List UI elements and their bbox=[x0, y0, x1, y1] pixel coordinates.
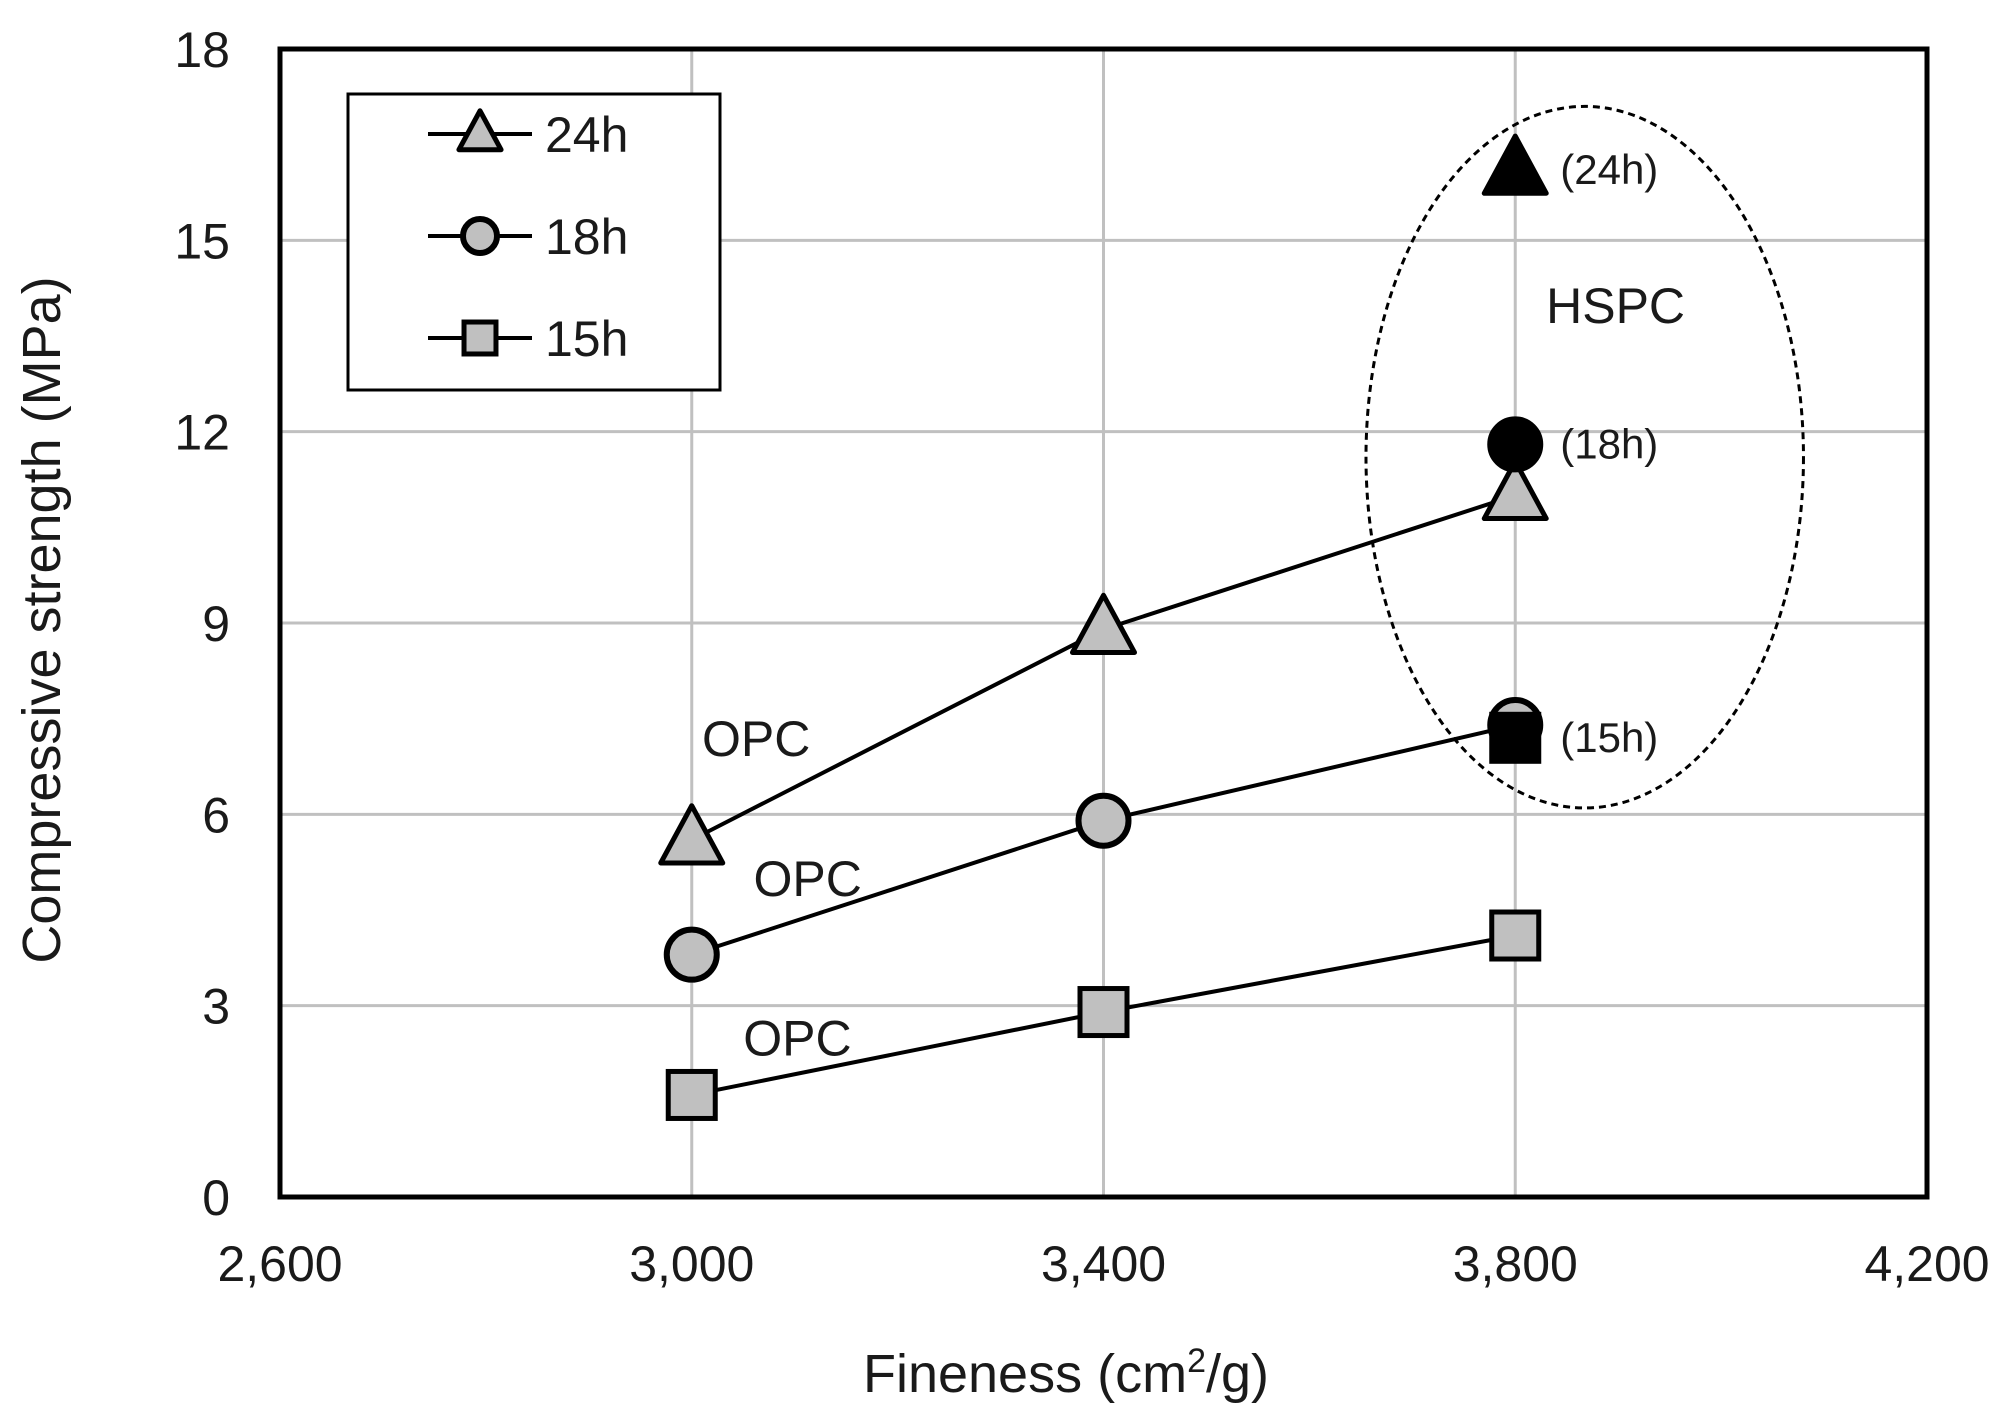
data-point-15h bbox=[665, 1068, 718, 1121]
hspc-region: HSPC bbox=[1364, 104, 1805, 810]
x-tick-label: 2,600 bbox=[217, 1236, 342, 1292]
y-tick-label: 0 bbox=[202, 1170, 230, 1226]
y-tick-label: 12 bbox=[174, 405, 230, 461]
opc-annotation: OPC bbox=[702, 711, 810, 767]
y-tick-label: 9 bbox=[202, 596, 230, 652]
y-tick-label: 6 bbox=[202, 787, 230, 843]
x-tick-label: 4,200 bbox=[1864, 1236, 1989, 1292]
annotations: OPC OPC OPC bbox=[702, 711, 862, 1067]
hspc-point-circle bbox=[1487, 416, 1544, 473]
legend-marker-15h bbox=[461, 319, 499, 357]
x-tick-label: 3,800 bbox=[1453, 1236, 1578, 1292]
x-tick-labels: 2,600 3,000 3,400 3,800 4,200 bbox=[217, 1236, 1989, 1292]
y-tick-label: 18 bbox=[174, 22, 230, 78]
hspc-ellipse bbox=[1364, 104, 1805, 810]
hspc-point-label: (24h) bbox=[1560, 146, 1658, 193]
data-point-24h bbox=[1070, 592, 1137, 655]
y-tick-label: 15 bbox=[174, 213, 230, 269]
y-tick-label: 3 bbox=[202, 979, 230, 1035]
series-layer bbox=[658, 458, 1549, 1121]
y-axis-title: Compressive strength (MPa) bbox=[12, 276, 72, 963]
x-axis-title-main: Fineness (cm bbox=[863, 1344, 1187, 1404]
x-tick-label: 3,400 bbox=[1041, 1236, 1166, 1292]
y-tick-labels: 0 3 6 9 12 15 18 bbox=[174, 22, 230, 1226]
data-point-18h bbox=[663, 926, 720, 983]
x-axis-title: Fineness (cm2/g) bbox=[863, 1342, 1269, 1404]
data-point-24h bbox=[658, 803, 726, 866]
hspc-points: (24h) (18h) (15h) bbox=[1481, 133, 1658, 764]
x-axis-title-superscript: 2 bbox=[1187, 1342, 1206, 1380]
legend: 24h 18h 15h bbox=[346, 92, 722, 392]
data-point-24h bbox=[1481, 458, 1549, 522]
opc-annotation: OPC bbox=[743, 1011, 851, 1067]
hspc-label: HSPC bbox=[1546, 278, 1685, 334]
opc-annotation: OPC bbox=[754, 851, 862, 907]
data-point-18h bbox=[1075, 792, 1132, 849]
data-point-15h bbox=[1489, 909, 1542, 962]
hspc-point-triangle bbox=[1481, 133, 1549, 196]
legend-label-18h: 18h bbox=[545, 209, 628, 265]
x-axis-title-end: /g) bbox=[1206, 1344, 1269, 1404]
legend-marker-24h bbox=[456, 108, 504, 153]
legend-label-15h: 15h bbox=[545, 311, 628, 367]
plot-frame bbox=[277, 46, 1930, 1200]
legend-box bbox=[346, 92, 722, 392]
legend-marker-18h bbox=[460, 216, 500, 256]
hspc-point-label: (15h) bbox=[1560, 714, 1658, 761]
legend-items: 24h 18h 15h bbox=[428, 107, 628, 367]
x-tick-label: 3,000 bbox=[629, 1236, 754, 1292]
hspc-point-square bbox=[1489, 711, 1542, 764]
legend-label-24h: 24h bbox=[545, 107, 628, 163]
hspc-point-label: (18h) bbox=[1560, 420, 1658, 467]
data-point-15h bbox=[1077, 986, 1130, 1039]
